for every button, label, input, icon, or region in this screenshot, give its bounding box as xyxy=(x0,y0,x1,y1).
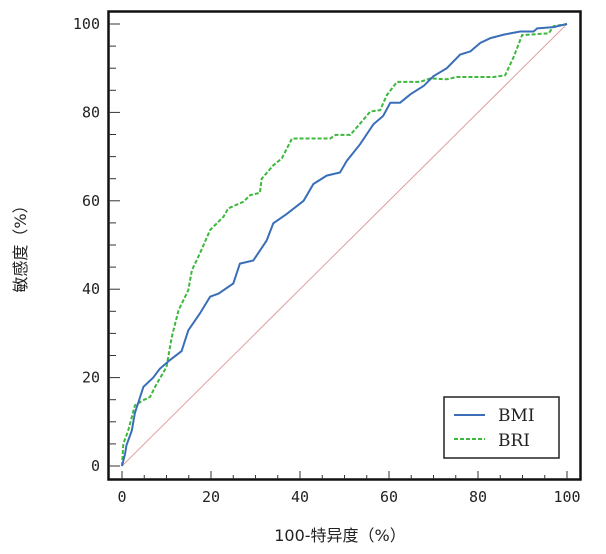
x-tick-label: 80 xyxy=(469,488,487,506)
x-tick-label: 100 xyxy=(553,488,580,506)
y-tick-label: 40 xyxy=(82,280,100,298)
y-tick-label: 80 xyxy=(82,103,100,121)
x-tick-label: 40 xyxy=(291,488,309,506)
y-tick-label: 100 xyxy=(73,15,100,33)
legend-label-bmi: BMI xyxy=(498,406,535,426)
series-line-bri xyxy=(121,23,568,467)
legend: BMI BRI xyxy=(443,396,560,459)
legend-box xyxy=(443,396,560,459)
plot-frame xyxy=(107,10,582,481)
legend-label-bri: BRI xyxy=(498,431,530,451)
y-axis-label: 敏感度（%） xyxy=(11,197,30,292)
series-line-reference xyxy=(121,23,568,467)
series-line-bmi xyxy=(121,23,568,467)
y-tick-label: 60 xyxy=(82,192,100,210)
x-axis-label: 100-特异度（%） xyxy=(274,526,406,545)
x-tick-label: 20 xyxy=(202,488,220,506)
y-tick-label: 0 xyxy=(91,457,100,475)
x-tick-label: 0 xyxy=(117,488,126,506)
y-tick-label: 20 xyxy=(82,369,100,387)
x-tick-label: 60 xyxy=(380,488,398,506)
